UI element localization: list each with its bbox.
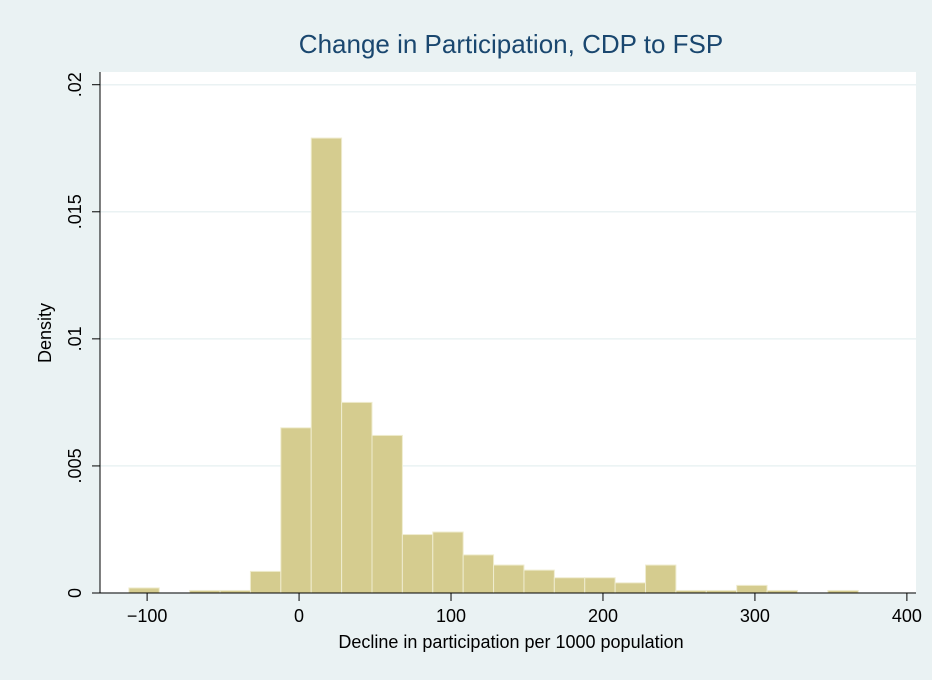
y-tick-label: .005 — [65, 448, 85, 483]
y-tick-label: .015 — [65, 194, 85, 229]
bar — [614, 582, 647, 594]
bar — [432, 531, 464, 594]
bar — [280, 427, 312, 594]
bar — [645, 564, 677, 594]
x-tick-label: 100 — [436, 606, 466, 626]
x-tick-label: 200 — [588, 606, 618, 626]
bar — [310, 137, 343, 594]
y-tick-label: 0 — [65, 588, 85, 598]
bar — [401, 534, 434, 594]
bar — [523, 569, 555, 594]
bar — [584, 577, 616, 594]
chart-title: Change in Participation, CDP to FSP — [299, 29, 723, 59]
x-tick-label: −100 — [127, 606, 168, 626]
y-tick-label: .02 — [65, 72, 85, 97]
bar — [128, 587, 160, 594]
bar — [462, 554, 495, 594]
bar — [341, 401, 373, 594]
y-axis-label: Density — [35, 303, 55, 363]
y-tick-label: .01 — [65, 326, 85, 351]
plot-area — [100, 72, 916, 593]
x-tick-label: 0 — [294, 606, 304, 626]
x-tick-label: 300 — [740, 606, 770, 626]
bar — [493, 564, 525, 594]
bar — [371, 434, 403, 594]
x-tick-label: 400 — [892, 606, 922, 626]
bar — [553, 577, 586, 594]
bar — [736, 584, 768, 594]
x-axis-label: Decline in participation per 1000 popula… — [338, 632, 683, 652]
bar — [249, 570, 282, 594]
